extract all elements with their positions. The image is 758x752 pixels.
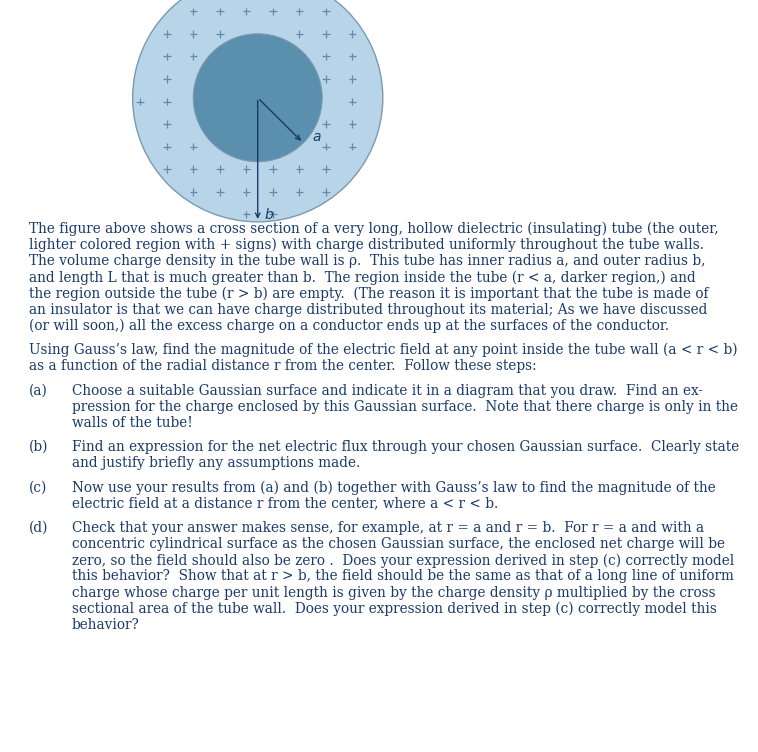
Text: The figure above shows a cross section of a very long, hollow dielectric (insula: The figure above shows a cross section o… xyxy=(29,222,719,236)
Text: zero, so the field should also be zero .  Does your expression derived in step (: zero, so the field should also be zero .… xyxy=(72,553,735,568)
Text: Choose a suitable Gaussian surface and indicate it in a diagram that you draw.  : Choose a suitable Gaussian surface and i… xyxy=(72,384,703,398)
Text: concentric cylindrical surface as the chosen Gaussian surface, the enclosed net : concentric cylindrical surface as the ch… xyxy=(72,537,725,551)
Text: charge whose charge per unit length is given by the charge density ρ multiplied : charge whose charge per unit length is g… xyxy=(72,586,716,599)
Text: this behavior?  Show that at r > b, the field should be the same as that of a lo: this behavior? Show that at r > b, the f… xyxy=(72,569,734,584)
Text: (c): (c) xyxy=(29,481,47,495)
Text: an insulator is that we can have charge distributed throughout its material; As : an insulator is that we can have charge … xyxy=(29,303,707,317)
Text: (b): (b) xyxy=(29,440,49,454)
Text: and length L that is much greater than b.  The region inside the tube (r < a, da: and length L that is much greater than b… xyxy=(29,271,696,285)
Text: sectional area of the tube wall.  Does your expression derived in step (c) corre: sectional area of the tube wall. Does yo… xyxy=(72,602,717,616)
Text: and justify briefly any assumptions made.: and justify briefly any assumptions made… xyxy=(72,456,360,470)
Text: Find an expression for the net electric flux through your chosen Gaussian surfac: Find an expression for the net electric … xyxy=(72,440,739,454)
Text: as a function of the radial distance r from the center.  Follow these steps:: as a function of the radial distance r f… xyxy=(29,359,537,373)
Text: (or will soon,) all the excess charge on a conductor ends up at the surfaces of : (or will soon,) all the excess charge on… xyxy=(29,319,669,333)
Text: (d): (d) xyxy=(29,521,49,535)
Text: behavior?: behavior? xyxy=(72,618,139,632)
Text: (a): (a) xyxy=(29,384,48,398)
Text: $b$: $b$ xyxy=(264,207,274,222)
Text: The volume charge density in the tube wall is ρ.  This tube has inner radius a, : The volume charge density in the tube wa… xyxy=(29,254,705,268)
Text: electric field at a distance r from the center, where a < r < b.: electric field at a distance r from the … xyxy=(72,497,498,511)
Text: pression for the charge enclosed by this Gaussian surface.  Note that there char: pression for the charge enclosed by this… xyxy=(72,400,738,414)
Text: Check that your answer makes sense, for example, at r = a and r = b.  For r = a : Check that your answer makes sense, for … xyxy=(72,521,704,535)
Circle shape xyxy=(193,34,322,162)
Text: the region outside the tube (r > b) are empty.  (The reason it is important that: the region outside the tube (r > b) are … xyxy=(29,287,708,301)
Text: walls of the tube!: walls of the tube! xyxy=(72,416,193,430)
Text: Now use your results from (a) and (b) together with Gauss’s law to find the magn: Now use your results from (a) and (b) to… xyxy=(72,481,716,495)
Text: lighter colored region with + signs) with charge distributed uniformly throughou: lighter colored region with + signs) wit… xyxy=(29,238,704,253)
Text: Using Gauss’s law, find the magnitude of the electric field at any point inside : Using Gauss’s law, find the magnitude of… xyxy=(29,343,738,357)
Text: $a$: $a$ xyxy=(312,130,322,144)
Circle shape xyxy=(133,0,383,222)
